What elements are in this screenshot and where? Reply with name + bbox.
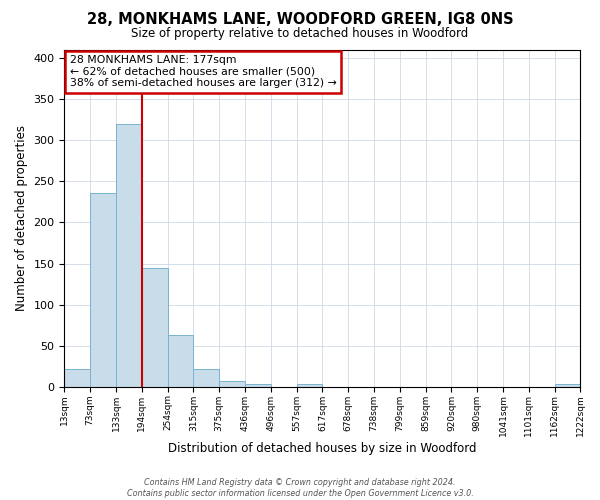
Bar	[167, 335, 193, 386]
Text: 28, MONKHAMS LANE, WOODFORD GREEN, IG8 0NS: 28, MONKHAMS LANE, WOODFORD GREEN, IG8 0…	[86, 12, 514, 28]
Text: Contains HM Land Registry data © Crown copyright and database right 2024.
Contai: Contains HM Land Registry data © Crown c…	[127, 478, 473, 498]
Bar	[296, 384, 322, 386]
Y-axis label: Number of detached properties: Number of detached properties	[15, 126, 28, 312]
Bar	[64, 368, 90, 386]
Bar	[90, 193, 116, 386]
Text: 28 MONKHAMS LANE: 177sqm
← 62% of detached houses are smaller (500)
38% of semi-: 28 MONKHAMS LANE: 177sqm ← 62% of detach…	[70, 55, 337, 88]
Bar	[245, 384, 271, 386]
Bar	[142, 268, 167, 386]
Text: Size of property relative to detached houses in Woodford: Size of property relative to detached ho…	[131, 28, 469, 40]
Bar	[193, 370, 219, 386]
X-axis label: Distribution of detached houses by size in Woodford: Distribution of detached houses by size …	[168, 442, 477, 455]
Bar	[219, 381, 245, 386]
Bar	[116, 124, 142, 386]
Bar	[554, 384, 580, 386]
